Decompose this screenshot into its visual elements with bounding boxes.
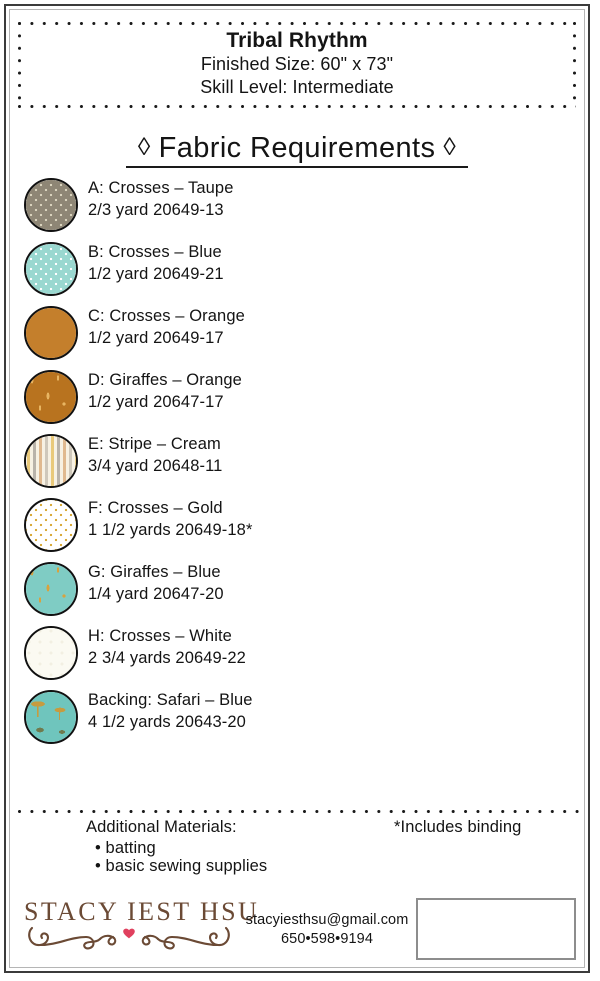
fabric-amount: 2/3 yard 20649-13 [88,200,224,219]
swatch-texture [26,692,76,742]
section-heading-label: Fabric Requirements [158,132,436,164]
fabric-text-group: G: Giraffes – Blue 1/4 yard 20647-20 [88,562,224,605]
page-inner-rule [9,9,585,968]
fabric-text-group: H: Crosses – White 2 3/4 yards 20649-22 [88,626,246,669]
brand-name: STACY IEST HSU [24,897,260,926]
fabric-label: D: Giraffes – Orange [88,371,242,389]
fabric-amount: 1/2 yard 20649-21 [88,264,224,283]
swatch-b-blue [24,242,78,296]
fabric-label: F: Crosses – Gold [88,499,223,517]
swatch-texture [26,180,76,230]
fabric-row: G: Giraffes – Blue 1/4 yard 20647-20 [20,560,580,624]
fabric-text-group: Backing: Safari – Blue 4 1/2 yards 20643-… [88,690,253,733]
swatch-texture [26,372,76,422]
diamond-right-icon: ◊ [443,133,457,161]
swatch-texture [26,564,76,614]
fabric-text-group: C: Crosses – Orange 1/2 yard 20649-17 [88,306,245,349]
swatch-a-taupe [24,178,78,232]
heart-icon [123,928,135,939]
swatch-texture [26,500,76,550]
header-box-border-left [18,22,21,108]
fabric-text-group: D: Giraffes – Orange 1/2 yard 20647-17 [88,370,242,413]
section-heading-underlined: ◊ Fabric Requirements ◊ [125,132,469,168]
fabric-row: H: Crosses – White 2 3/4 yards 20649-22 [20,624,580,688]
swatch-texture [26,628,76,678]
fabric-text-group: F: Crosses – Gold 1 1/2 yards 20649-18* [88,498,252,541]
fabric-row: A: Crosses – Taupe 2/3 yard 20649-13 [20,176,580,240]
additional-materials-item: • basic sewing supplies [95,857,268,875]
flourish-icon [24,924,234,956]
fabric-row: F: Crosses – Gold 1 1/2 yards 20649-18* [20,496,580,560]
additional-materials-heading: Additional Materials: [86,818,237,836]
fabric-amount: 2 3/4 yards 20649-22 [88,648,246,667]
page-content: Tribal Rhythm Finished Size: 60" x 73" S… [6,6,588,971]
diamond-left-icon: ◊ [137,133,151,161]
fabric-label: G: Giraffes – Blue [88,563,221,581]
fabric-text-group: A: Crosses – Taupe 2/3 yard 20649-13 [88,178,234,221]
contact-phone: 650•598•9194 [281,931,373,947]
fabric-amount: 1 1/2 yards 20649-18* [88,520,253,539]
swatch-e-stripe-cream [24,434,78,488]
fabric-amount: 1/2 yard 20647-17 [88,392,224,411]
fabric-label: Backing: Safari – Blue [88,691,253,709]
contact-email: stacyiesthsu@gmail.com [245,912,409,928]
page-title: Tribal Rhythm [226,29,368,52]
fabric-text-group: B: Crosses – Blue 1/2 yard 20649-21 [88,242,224,285]
fabric-row: E: Stripe – Cream 3/4 yard 20648-11 [20,432,580,496]
contact-info: stacyiesthsu@gmail.com 650•598•9194 [242,911,412,949]
header-text-group: Tribal Rhythm Finished Size: 60" x 73" S… [18,28,576,99]
section-heading: ◊ Fabric Requirements ◊ [6,132,588,168]
footer-divider [18,810,580,813]
header-box-border-right [573,22,576,108]
pattern-sheet: Tribal Rhythm Finished Size: 60" x 73" S… [4,4,590,973]
header-box: Tribal Rhythm Finished Size: 60" x 73" S… [18,22,576,108]
fabric-amount: 1/2 yard 20649-17 [88,328,224,347]
fabric-row: D: Giraffes – Orange 1/2 yard 20647-17 [20,368,580,432]
swatch-texture [26,436,76,486]
header-box-border-top [18,22,576,25]
fabric-row: B: Crosses – Blue 1/2 yard 20649-21 [20,240,580,304]
swatch-h-white [24,626,78,680]
includes-binding-note: *Includes binding [394,818,522,836]
fabric-label: H: Crosses – White [88,627,232,645]
fabric-amount: 4 1/2 yards 20643-20 [88,712,246,731]
swatch-texture [26,308,76,358]
swatch-d-giraffes-orange [24,370,78,424]
swatch-g-giraffes-blue [24,562,78,616]
swatch-f-gold [24,498,78,552]
skill-level-text: Skill Level: Intermediate [200,77,394,97]
additional-materials: Additional Materials: • batting • basic … [86,818,267,876]
fabric-amount: 3/4 yard 20648-11 [88,456,223,475]
fabric-label: A: Crosses – Taupe [88,179,234,197]
fabric-row: C: Crosses – Orange 1/2 yard 20649-17 [20,304,580,368]
fabric-label: C: Crosses – Orange [88,307,245,325]
brand-logo: STACY IEST HSU [24,897,260,956]
blank-placeholder-box [416,898,576,960]
header-box-border-bottom [18,105,576,108]
fabric-amount: 1/4 yard 20647-20 [88,584,224,603]
fabric-label: B: Crosses – Blue [88,243,222,261]
fabric-label: E: Stripe – Cream [88,435,221,453]
fabric-row: Backing: Safari – Blue 4 1/2 yards 20643-… [20,688,580,752]
finished-size-text: Finished Size: 60" x 73" [200,54,394,74]
swatch-c-orange [24,306,78,360]
swatch-texture [26,244,76,294]
additional-materials-item: • batting [95,838,156,857]
swatch-backing-safari-blue [24,690,78,744]
fabric-requirements-list: A: Crosses – Taupe 2/3 yard 20649-13 B: Cr… [20,176,580,752]
fabric-text-group: E: Stripe – Cream 3/4 yard 20648-11 [88,434,222,477]
